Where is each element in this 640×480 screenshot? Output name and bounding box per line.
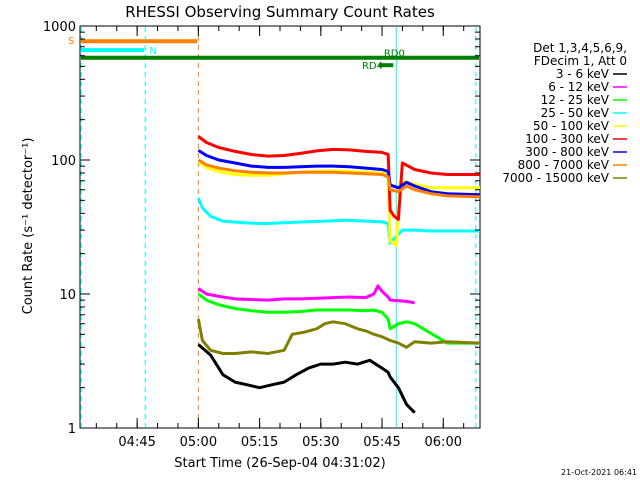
y-tick-label: 10 [59,288,76,303]
legend-label: 12 - 25 keV [541,93,610,107]
y-tick-label: 1 [68,422,76,437]
x-tick-label: 05:15 [241,435,278,450]
series-line [197,343,416,414]
legend-label: 300 - 800 keV [525,145,609,159]
x-tick-label: 04:45 [118,435,155,450]
legend-header: FDecim 1, Att 0 [534,54,627,68]
legend-header: Det 1,3,4,5,6,9, [533,41,627,55]
legend-label: 100 - 300 keV [525,132,609,146]
chart-title: RHESSI Observing Summary Count Rates [125,3,435,21]
x-tick-label: 05:30 [302,435,339,450]
timestamp: 21-Oct-2021 06:41 [561,468,637,477]
series-line [197,158,481,199]
legend-label: 25 - 50 keV [541,106,610,120]
series-line [197,135,480,221]
y-axis-label: Count Rate (s⁻¹ detector⁻¹) [21,138,36,315]
y-tick-label: 100 [51,154,76,169]
y-tick-label: 1000 [43,20,76,35]
series-line [196,318,481,355]
legend-label: 6 - 12 keV [548,80,610,94]
x-tick-label: 05:45 [363,435,400,450]
status-label: RD0 [384,49,405,60]
status-label: N [149,46,156,57]
x-tick-label: 05:00 [180,435,217,450]
legend-label: 800 - 7000 keV [518,158,610,172]
series-line [197,149,481,197]
status-label: RD4 [362,61,383,72]
series-line [197,284,415,305]
x-tick-label: 06:00 [425,435,462,450]
legend-label: 50 - 100 keV [533,119,610,133]
series-line [197,292,480,345]
x-axis-label: Start Time (26-Sep-04 04:31:02) [174,456,385,471]
plot-frame [79,25,481,429]
series-line [197,197,480,245]
status-label: S [68,36,74,47]
legend-label: 7000 - 15000 keV [502,171,609,185]
legend-label: 3 - 6 keV [556,67,610,81]
